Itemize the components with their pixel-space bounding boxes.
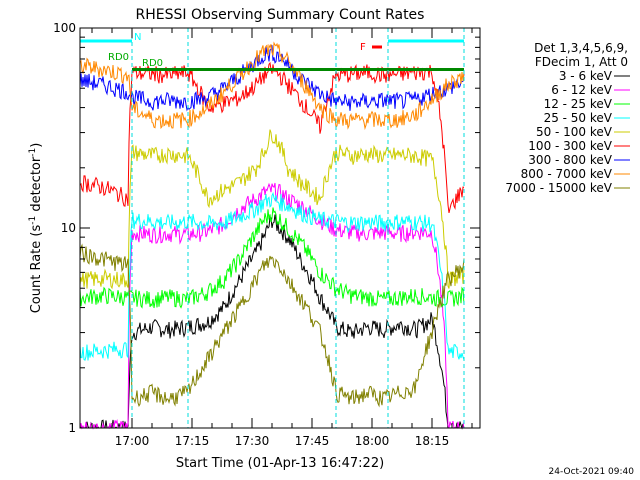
x-tick-label: 17:15 (175, 434, 210, 448)
legend-label: 6 - 12 keV (551, 83, 613, 97)
x-tick-label: 17:00 (115, 434, 150, 448)
x-tick-label: 17:45 (295, 434, 330, 448)
y-axis-label: Count Rate (s-1 detector-1) (28, 143, 44, 314)
x-axis-label: Start Time (01-Apr-13 16:47:22) (176, 456, 384, 471)
y-tick-label: 10 (61, 221, 76, 235)
legend-label: 25 - 50 keV (544, 111, 613, 125)
legend-header-line-1: Det 1,3,4,5,6,9, (534, 41, 628, 55)
timestamp: 24-Oct-2021 09:40 (549, 467, 635, 477)
series-line (79, 61, 465, 214)
y-tick-label: 1 (68, 421, 76, 435)
annotation-rd0: RD0 (142, 58, 163, 69)
y-tick-label: 100 (53, 21, 76, 35)
x-tick-label: 18:15 (415, 434, 450, 448)
x-tick-label: 17:30 (235, 434, 270, 448)
x-tick-label: 18:00 (355, 434, 390, 448)
legend-label: 800 - 7000 keV (521, 167, 613, 181)
series-line (79, 207, 465, 309)
overlay-layer: RD0 RD0 N F (80, 28, 465, 428)
legend-label: 50 - 100 keV (536, 125, 613, 139)
series-line (79, 214, 465, 430)
series-line (79, 41, 465, 131)
series-line (79, 129, 465, 290)
legend-label: 12 - 25 keV (544, 97, 613, 111)
annotation-rd0: RD0 (108, 52, 129, 63)
legend-label: 300 - 800 keV (528, 153, 612, 167)
legend-label: 7000 - 15000 keV (505, 181, 612, 195)
series-line (79, 243, 465, 408)
series-line (79, 191, 465, 361)
series-line (79, 45, 465, 112)
series-layer (79, 41, 465, 430)
legend-label: 100 - 300 keV (528, 139, 612, 153)
legend-label: 3 - 6 keV (559, 69, 613, 83)
annotation-n: N (134, 32, 141, 43)
chart-title: RHESSI Observing Summary Count Rates (136, 7, 425, 23)
axis-layer: 1 10 100 17:00 17:15 17:30 17:45 18:00 18:15 (53, 21, 480, 448)
legend: Det 1,3,4,5,6,9, FDecim 1, Att 0 3 - 6 k… (505, 41, 630, 195)
annotation-f: F (360, 42, 366, 53)
legend-header-line-2: FDecim 1, Att 0 (535, 55, 628, 69)
